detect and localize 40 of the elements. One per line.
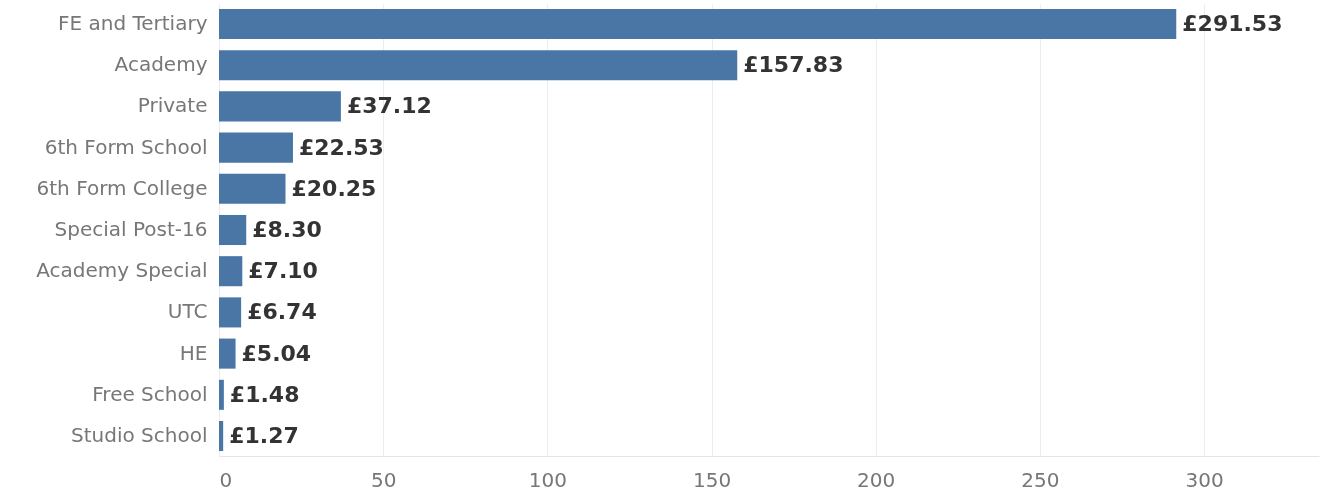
data-label: £20.25	[291, 175, 377, 201]
y-tick-label: 6th Form College	[36, 175, 208, 200]
bar	[219, 338, 236, 369]
x-tick-label: 100	[528, 467, 567, 492]
y-tick-label: Academy	[114, 52, 208, 77]
bar	[219, 173, 286, 204]
bar	[219, 420, 224, 452]
bar	[219, 256, 243, 287]
y-tick-label: Special Post-16	[54, 217, 208, 241]
x-tick-label: 50	[370, 467, 397, 492]
y-tick-label: 6th Form School	[44, 134, 208, 159]
x-tick-label: 0	[219, 467, 233, 492]
bar	[219, 91, 341, 122]
bar	[219, 50, 738, 81]
data-label: £8.30	[252, 217, 322, 242]
data-label: £37.12	[346, 93, 432, 119]
y-tick-label: Private	[137, 93, 208, 118]
y-tick-label: Academy Special	[36, 258, 208, 283]
data-label: £5.04	[241, 340, 312, 366]
bar	[219, 214, 247, 246]
bar	[219, 379, 224, 410]
data-label: £1.27	[229, 423, 299, 449]
bar	[219, 132, 293, 163]
bar	[219, 297, 242, 328]
x-tick-label: 250	[1021, 467, 1060, 492]
y-tick-label: HE	[179, 340, 208, 365]
y-tick-label: FE and Tertiary	[57, 10, 208, 35]
y-tick-label: UTC	[167, 299, 208, 324]
data-label: £22.53	[298, 134, 384, 160]
x-tick-label: 300	[1185, 467, 1224, 492]
y-tick-label: Free School	[92, 381, 208, 406]
data-label: £7.10	[248, 258, 318, 284]
bar	[219, 8, 1177, 40]
data-label: £6.74	[247, 299, 317, 325]
x-tick-label: 200	[857, 467, 896, 492]
y-tick-label: Studio School	[71, 423, 208, 448]
x-tick-label: 150	[692, 467, 732, 492]
data-label: £291.53	[1182, 10, 1283, 36]
data-label: £157.83	[743, 52, 844, 78]
data-label: £1.48	[229, 381, 300, 407]
